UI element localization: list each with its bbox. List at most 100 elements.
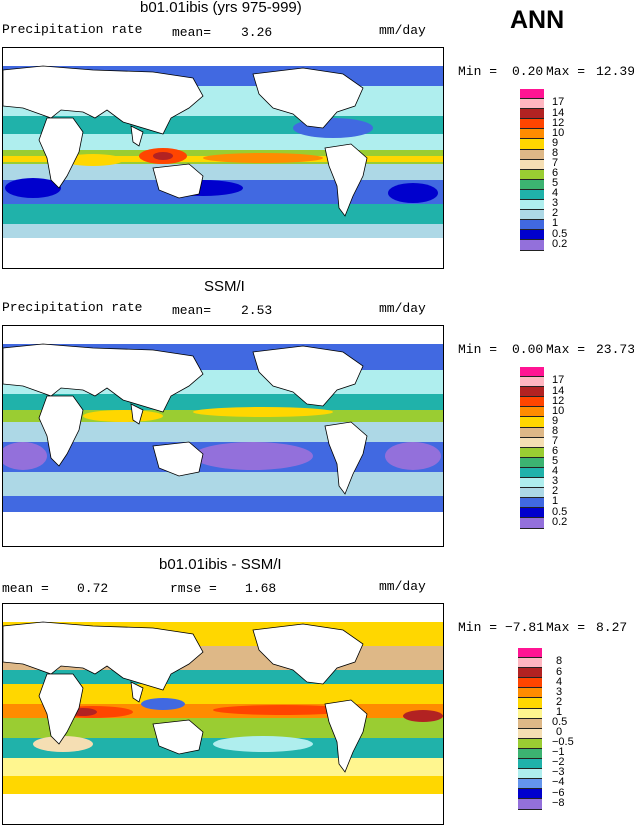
panel1-mean-label: mean= <box>172 25 212 40</box>
colorbar-swatch <box>520 169 544 180</box>
colorbar-swatch <box>518 799 542 810</box>
panel1-min-value: 0.20 <box>512 64 544 79</box>
colorbar-swatch <box>518 789 542 800</box>
colorbar-swatch <box>520 129 544 140</box>
panel2-max-label: Max = <box>546 342 586 357</box>
colorbar-swatch <box>520 200 544 211</box>
colorbar-swatch <box>520 488 544 499</box>
colorbar-swatch <box>520 220 544 231</box>
colorbar-tick: 6 <box>552 167 559 179</box>
panel2-max-value: 23.73 <box>596 342 634 357</box>
colorbar-swatch <box>518 658 542 669</box>
colorbar-tick: 9 <box>552 415 559 427</box>
colorbar-tick: 0 <box>556 726 563 738</box>
colorbar-tick: 17 <box>552 96 565 108</box>
colorbar-swatch <box>520 89 544 100</box>
colorbar-tick: 8 <box>552 425 559 437</box>
colorbar-swatch <box>518 718 542 729</box>
colorbar-swatch <box>520 210 544 221</box>
colorbar-swatch <box>520 377 544 388</box>
panel3-rmse-label: rmse = <box>170 581 217 596</box>
colorbar-swatch <box>518 779 542 790</box>
colorbar-tick: 0.5 <box>552 716 568 728</box>
colorbar-swatch <box>518 748 542 760</box>
colorbar-swatch <box>520 467 544 479</box>
colorbar-tick: −8 <box>552 797 565 809</box>
colorbar-tick: −0.5 <box>552 736 574 748</box>
colorbar-swatch <box>518 759 542 770</box>
panel2-mean-label: mean= <box>172 303 212 318</box>
panel2-colorbar <box>520 367 544 529</box>
colorbar-tick: 8 <box>556 655 563 667</box>
colorbar-swatch <box>520 367 544 378</box>
colorbar-swatch <box>520 397 544 408</box>
colorbar-tick: 1 <box>552 495 559 507</box>
panel2-mean-value: 2.53 <box>241 303 273 318</box>
colorbar-swatch <box>520 240 544 251</box>
panel1-max-label: Max = <box>546 64 586 79</box>
colorbar-swatch <box>520 387 544 398</box>
colorbar-tick: 3 <box>552 197 559 209</box>
colorbar-tick: 10 <box>552 405 565 417</box>
colorbar-swatch <box>518 648 542 659</box>
colorbar-swatch <box>520 417 544 428</box>
colorbar-tick: 0.5 <box>552 506 568 518</box>
panel3-colorbar <box>518 648 542 810</box>
colorbar-tick: 0.2 <box>552 516 568 528</box>
colorbar-tick: 12 <box>552 117 565 129</box>
colorbar-tick: −6 <box>552 787 565 799</box>
colorbar-tick: 2 <box>556 696 563 708</box>
colorbar-tick: 3 <box>552 475 559 487</box>
colorbar-swatch <box>520 159 544 170</box>
panel1-units: mm/day <box>379 23 426 38</box>
colorbar-swatch <box>520 139 544 150</box>
colorbar-tick: −4 <box>552 776 565 788</box>
panel3-units: mm/day <box>379 579 426 594</box>
colorbar-swatch <box>518 728 542 739</box>
colorbar-swatch <box>520 109 544 120</box>
colorbar-swatch <box>520 189 544 201</box>
colorbar-tick: 6 <box>552 445 559 457</box>
colorbar-tick: 1 <box>552 217 559 229</box>
panel1-map <box>2 47 444 269</box>
colorbar-tick: 14 <box>552 107 565 119</box>
colorbar-tick: 4 <box>552 187 559 199</box>
colorbar-tick: 0.5 <box>552 228 568 240</box>
panel3-mean-label: mean = <box>2 581 49 596</box>
panel2-variable-label: Precipitation rate <box>2 300 143 315</box>
colorbar-tick: 4 <box>552 465 559 477</box>
panel1-min-label: Min = <box>458 64 498 79</box>
colorbar-tick: −2 <box>552 756 565 768</box>
panel2-min-label: Min = <box>458 342 498 357</box>
panel3-min-value: −7.81 <box>505 620 545 635</box>
colorbar-swatch <box>518 678 542 689</box>
colorbar-tick: 5 <box>552 177 559 189</box>
colorbar-tick: 2 <box>552 485 559 497</box>
colorbar-tick: 14 <box>552 385 565 397</box>
colorbar-swatch <box>520 119 544 130</box>
colorbar-tick: 1 <box>556 706 563 718</box>
panel1-mean-value: 3.26 <box>241 25 273 40</box>
colorbar-tick: 2 <box>552 207 559 219</box>
colorbar-swatch <box>520 508 544 519</box>
colorbar-swatch <box>518 668 542 679</box>
panel3-title: b01.01ibis - SSM/I <box>159 556 282 573</box>
colorbar-swatch <box>518 688 542 699</box>
colorbar-tick: −1 <box>552 746 565 758</box>
panel2-title: SSM/I <box>204 278 245 295</box>
colorbar-swatch <box>520 447 544 458</box>
panel1-title: b01.01ibis (yrs 975-999) <box>140 0 302 16</box>
colorbar-tick: 9 <box>552 137 559 149</box>
colorbar-tick: −3 <box>552 766 565 778</box>
colorbar-tick: 6 <box>556 666 563 678</box>
panel1-colorbar <box>520 89 544 251</box>
colorbar-swatch <box>518 738 542 749</box>
colorbar-tick: 4 <box>556 676 563 688</box>
colorbar-swatch <box>518 698 542 709</box>
colorbar-swatch <box>518 769 542 780</box>
panel3-mean-value: 0.72 <box>77 581 109 596</box>
colorbar-tick: 7 <box>552 157 559 169</box>
colorbar-swatch <box>520 149 544 160</box>
colorbar-swatch <box>520 518 544 529</box>
colorbar-swatch <box>520 498 544 509</box>
